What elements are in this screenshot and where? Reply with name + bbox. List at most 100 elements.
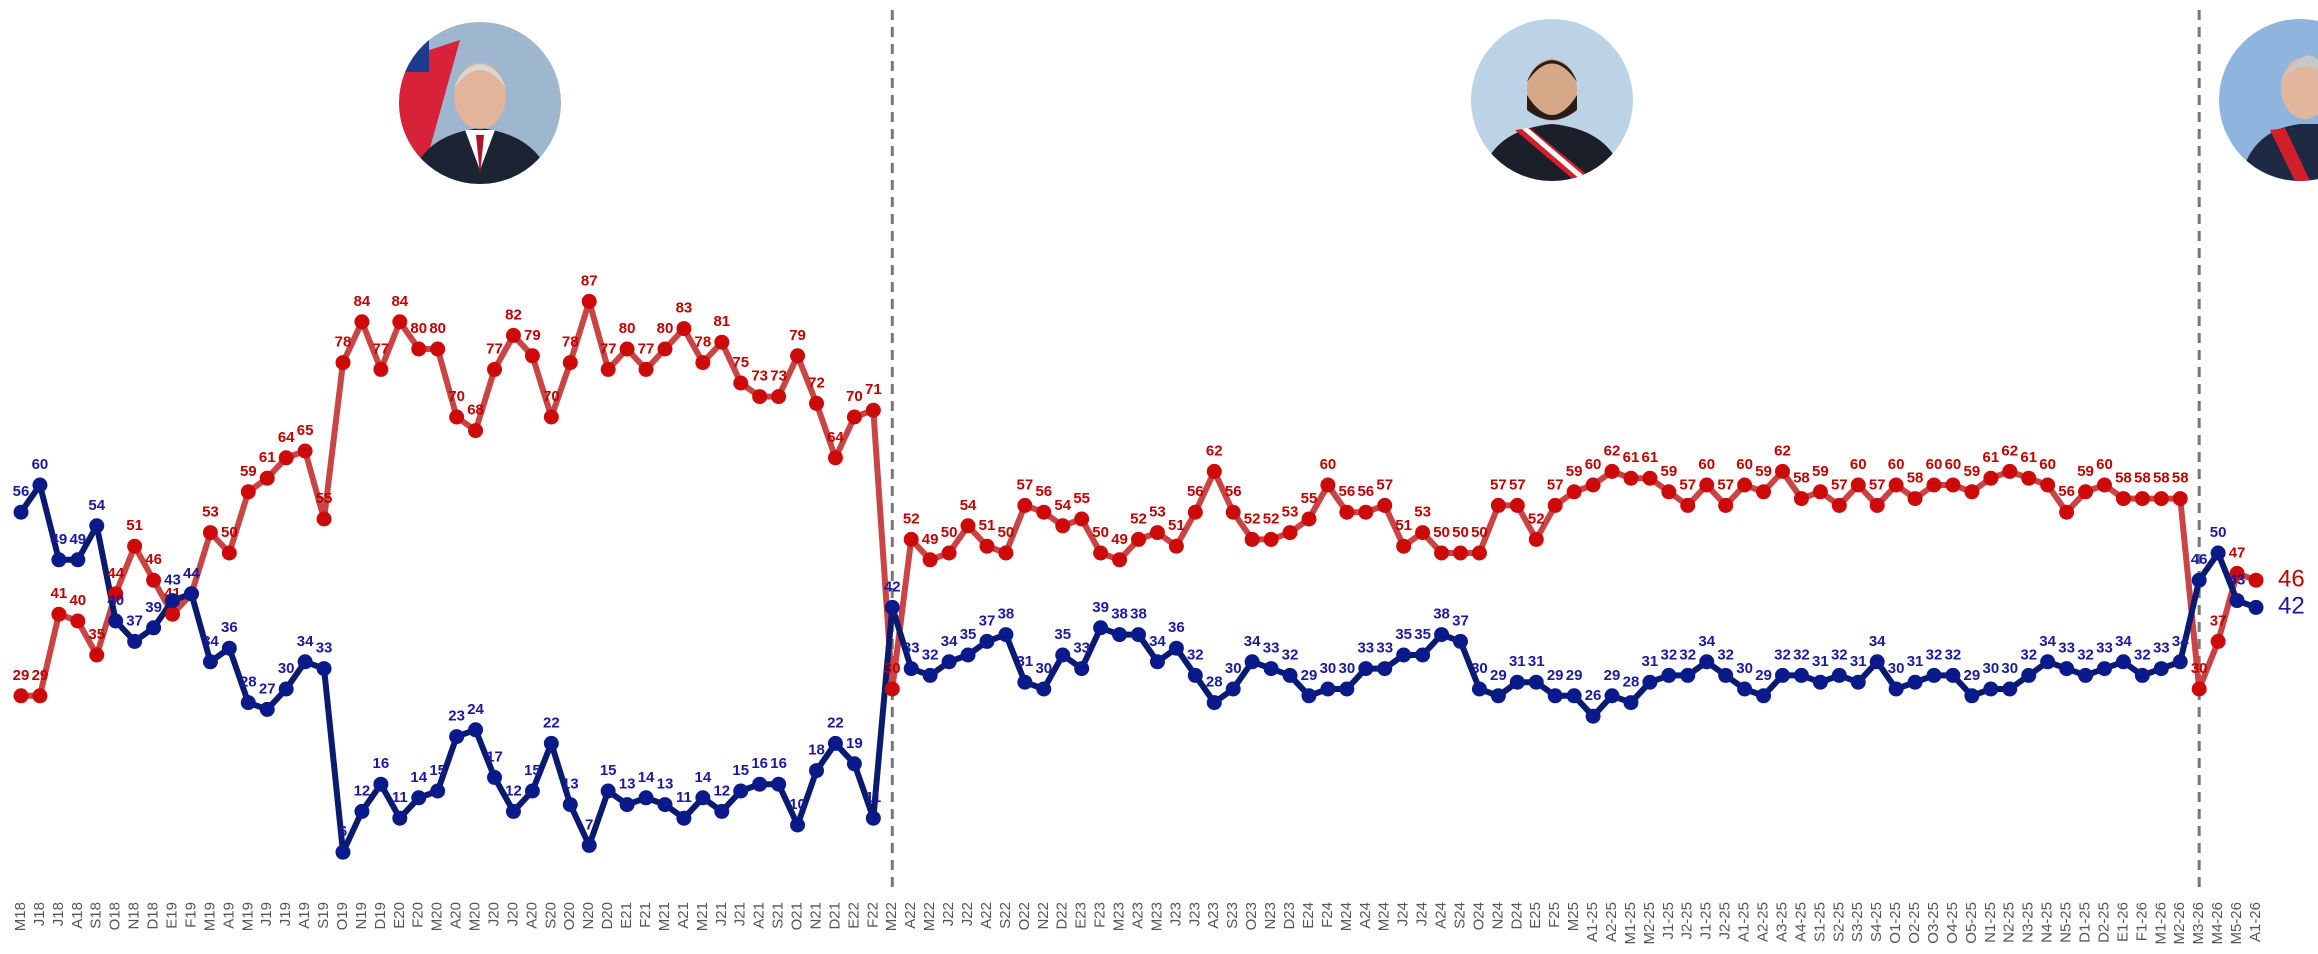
data-point [1908, 491, 1923, 506]
data-point [752, 777, 767, 792]
x-tick-label: J18 [50, 902, 67, 926]
x-tick-label: O22 [1016, 902, 1033, 930]
data-label: 35 [1414, 626, 1431, 643]
data-label: 52 [903, 510, 920, 527]
data-label: 47 [2229, 544, 2246, 561]
data-label: 60 [1926, 456, 1943, 473]
data-point [241, 695, 256, 710]
x-tick-label: M3-26 [2190, 902, 2207, 945]
data-point [1320, 478, 1335, 493]
data-point [1472, 546, 1487, 561]
data-point [866, 403, 881, 418]
x-tick-label: N2-25 [2001, 902, 2018, 943]
data-point [2078, 484, 2093, 499]
data-point [979, 634, 994, 649]
data-point [298, 444, 313, 459]
data-label: 58 [2115, 470, 2132, 487]
x-tick-label: N5-25 [2058, 902, 2075, 943]
data-point [771, 389, 786, 404]
x-tick-label: A2-25 [1603, 902, 1620, 942]
data-label: 59 [1964, 463, 1981, 480]
data-label: 52 [1244, 510, 1261, 527]
data-label: 30 [1225, 660, 1242, 677]
x-tick-label: M21 [694, 902, 711, 931]
data-label: 13 [619, 776, 636, 793]
x-tick-label: M5-26 [2228, 902, 2245, 945]
data-point [335, 845, 350, 860]
data-point [1453, 546, 1468, 561]
x-tick-label: D18 [145, 902, 162, 930]
data-point [904, 661, 919, 676]
data-label: 29 [13, 667, 30, 684]
x-tick-label: M1-25 [1622, 902, 1639, 945]
data-label: 32 [1831, 646, 1848, 663]
data-point [1245, 532, 1260, 547]
data-point [2040, 654, 2055, 669]
data-point [639, 790, 654, 805]
data-point [70, 614, 85, 629]
data-label: 17 [486, 748, 503, 765]
data-label: 51 [1168, 517, 1185, 534]
data-point [1415, 525, 1430, 540]
data-label: 50 [941, 524, 958, 541]
data-label: 44 [107, 565, 124, 582]
data-point [1131, 627, 1146, 642]
data-point [828, 736, 843, 751]
data-point [1737, 682, 1752, 697]
data-point [1775, 464, 1790, 479]
data-label: 14 [638, 769, 655, 786]
x-tick-label: O24 [1470, 902, 1487, 930]
data-point [1529, 675, 1544, 690]
data-label: 28 [240, 674, 257, 691]
data-point [1813, 675, 1828, 690]
data-label: 11 [676, 789, 692, 806]
data-label: 50 [998, 524, 1015, 541]
data-point [1074, 661, 1089, 676]
data-point [1036, 505, 1051, 520]
data-label: 72 [808, 374, 825, 391]
data-label: 10 [789, 796, 806, 813]
data-point [89, 518, 104, 533]
data-label: 37 [2210, 612, 2227, 629]
data-label: 29 [1547, 667, 1564, 684]
data-label: 22 [827, 714, 844, 731]
x-tick-label: N20 [580, 902, 597, 930]
x-tick-label: M24 [1376, 902, 1393, 931]
x-tick-label: S21 [770, 902, 787, 929]
x-tick-label: D19 [372, 902, 389, 930]
x-tick-label: S4-25 [1868, 902, 1885, 942]
data-point [165, 607, 180, 622]
data-label: 49 [1111, 531, 1128, 548]
data-point [601, 784, 616, 799]
x-tick-label: M4-26 [2209, 902, 2226, 945]
data-label: 58 [2134, 470, 2151, 487]
data-point [241, 484, 256, 499]
data-point [847, 756, 862, 771]
data-point [525, 784, 540, 799]
data-point [1889, 478, 1904, 493]
x-tick-label: J20 [485, 902, 502, 926]
data-point [1813, 484, 1828, 499]
x-tick-label: M23 [1111, 902, 1128, 931]
data-point [203, 525, 218, 540]
data-point [32, 478, 47, 493]
data-label: 36 [1168, 619, 1185, 636]
x-tick-label: A1-26 [2247, 902, 2264, 942]
data-label: 78 [562, 334, 579, 351]
data-label: 49 [922, 531, 939, 548]
data-label: 43 [2229, 572, 2246, 589]
data-point [1510, 498, 1525, 513]
data-point [1851, 478, 1866, 493]
data-point [601, 362, 616, 377]
x-tick-label: N21 [807, 902, 824, 930]
data-point [1964, 688, 1979, 703]
data-point [1226, 505, 1241, 520]
x-tick-label: J22 [959, 902, 976, 926]
data-label: 28 [1206, 674, 1223, 691]
x-tick-label: A19 [220, 902, 237, 929]
data-point [866, 811, 881, 826]
data-label: 32 [1717, 646, 1734, 663]
data-label: 61 [1623, 449, 1640, 466]
data-point [695, 355, 710, 370]
data-point [1851, 675, 1866, 690]
